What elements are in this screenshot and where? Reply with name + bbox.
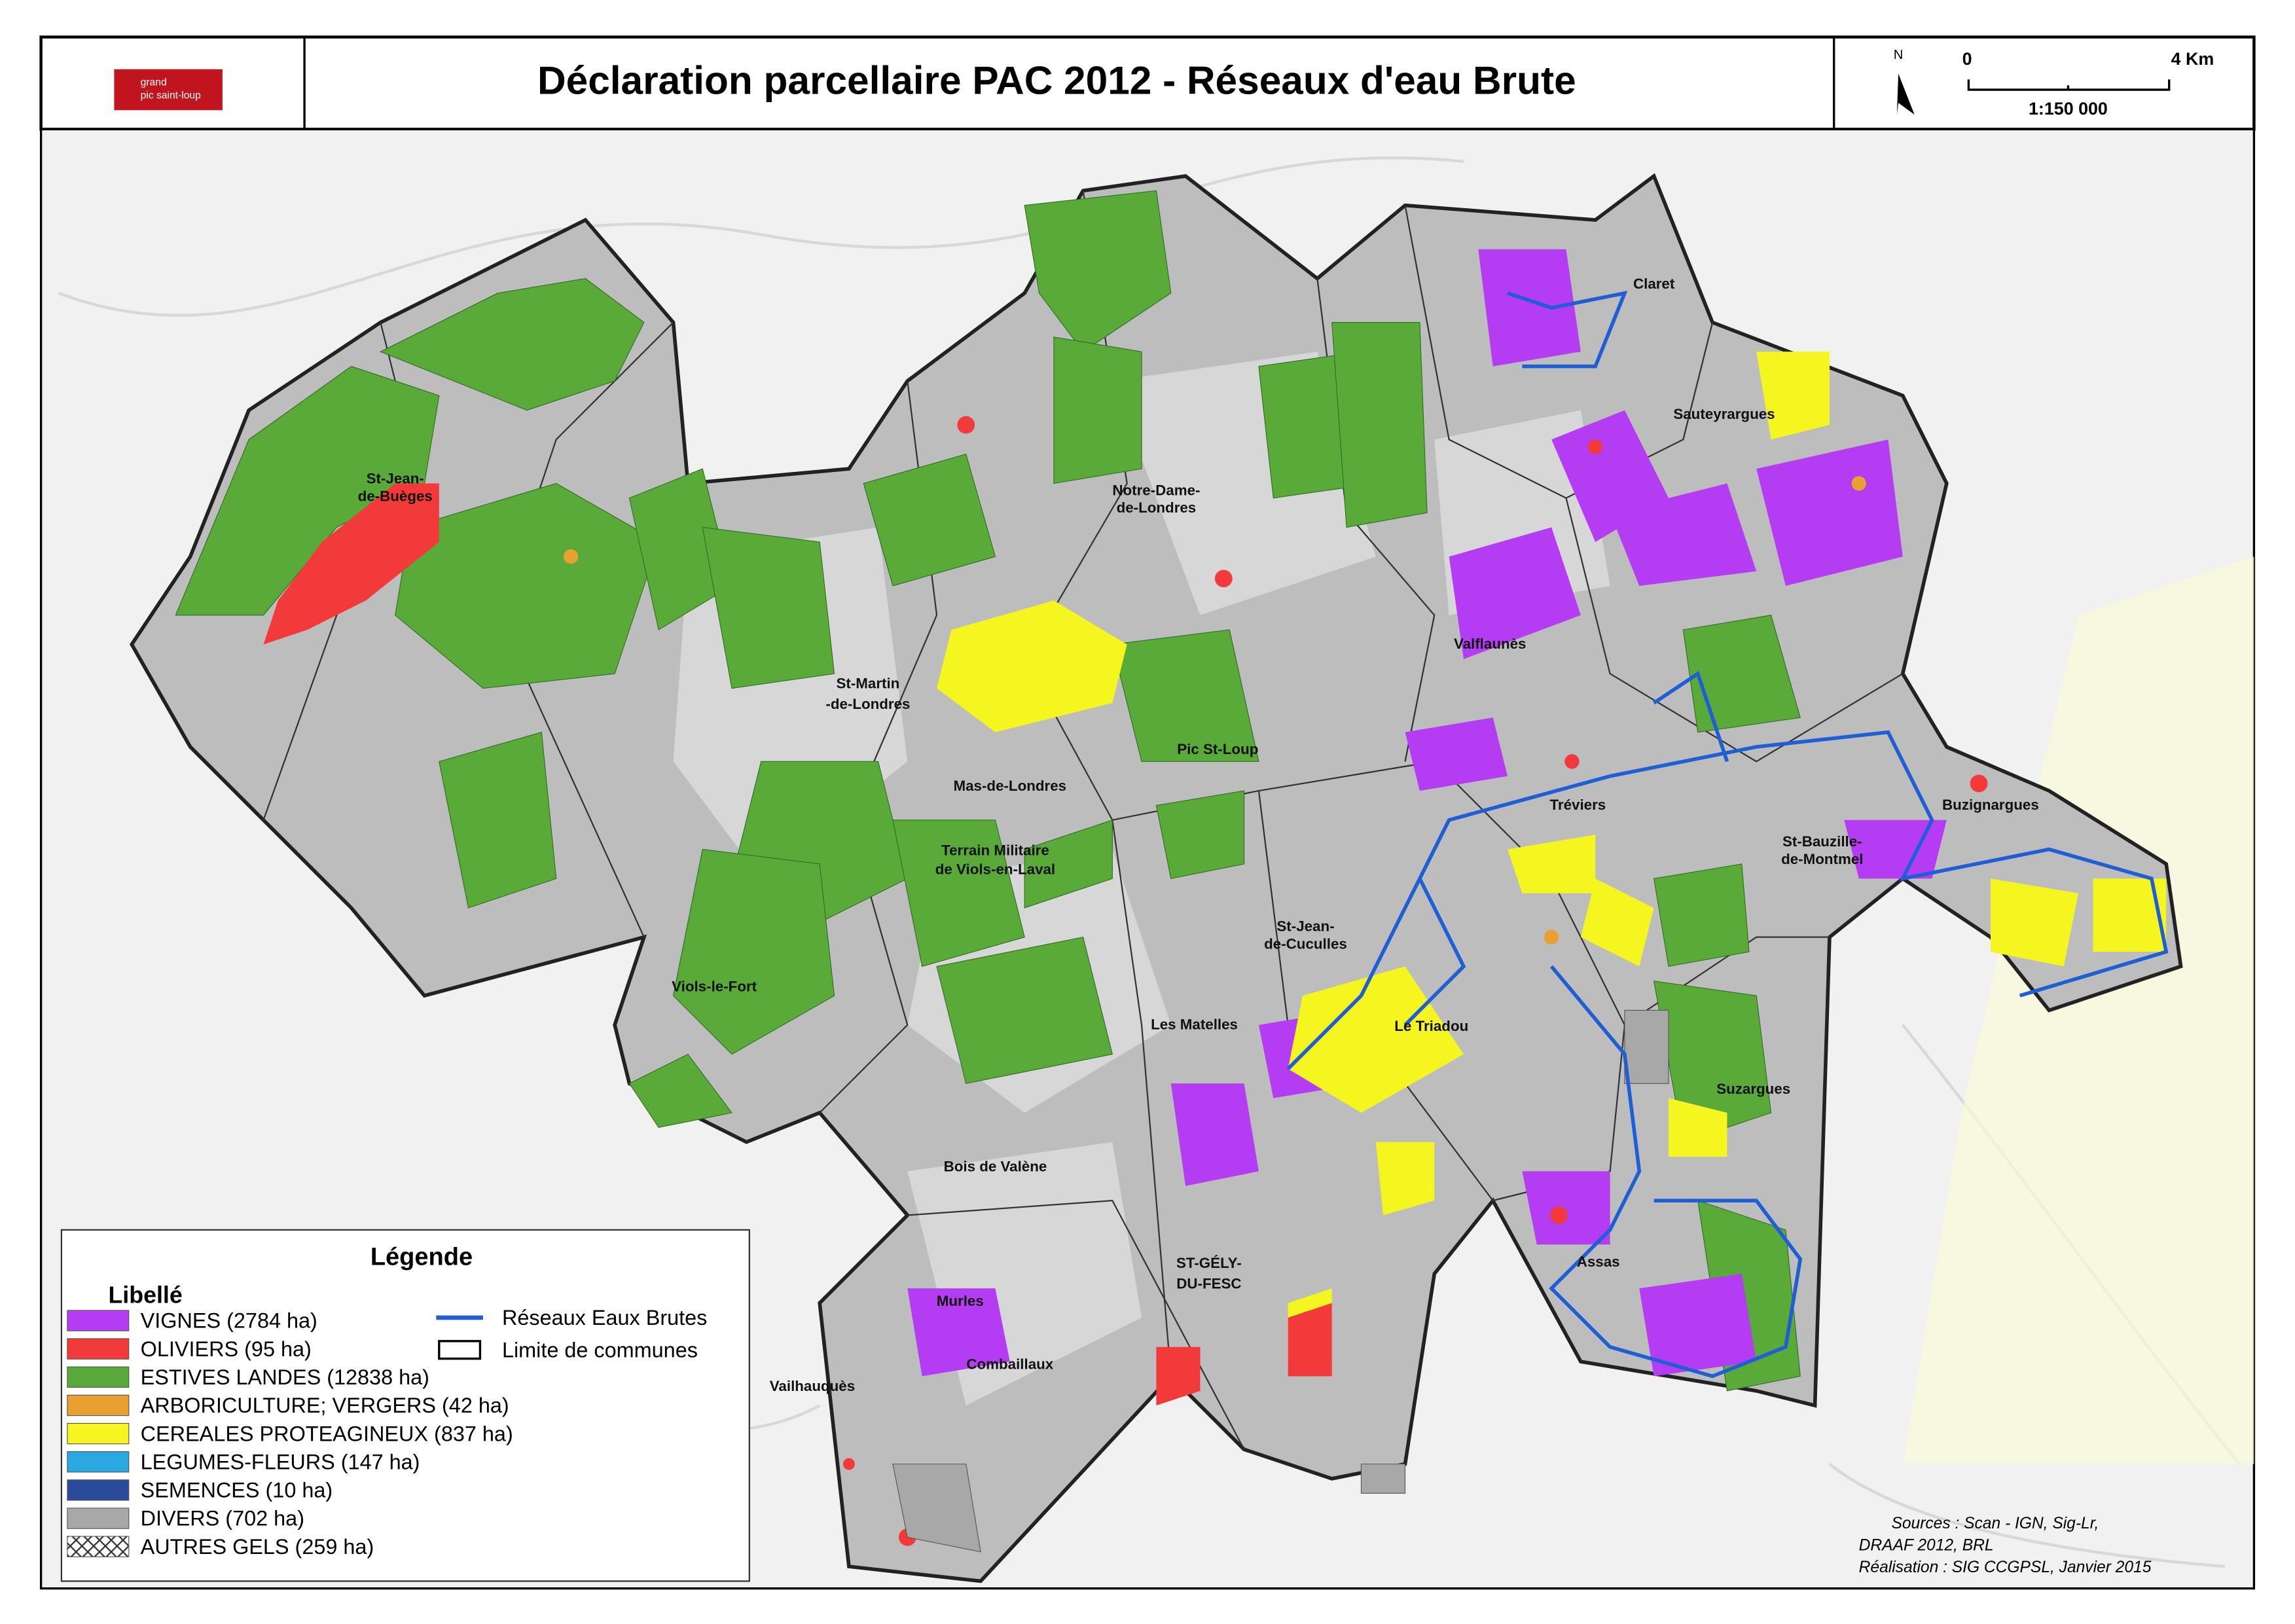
place-label: de-Buèges <box>358 488 433 504</box>
place-label: Tréviers <box>1550 797 1606 813</box>
place-label: de-Londres <box>1117 499 1197 516</box>
place-label: Assas <box>1577 1254 1620 1270</box>
place-label: Les Matelles <box>1151 1017 1238 1033</box>
logo-text: pic saint-loup <box>141 90 201 101</box>
place-label: Viols-le-Fort <box>672 978 757 994</box>
place-label: Murles <box>937 1293 984 1309</box>
legend-label: CEREALES PROTEAGINEUX (837 ha) <box>141 1422 513 1445</box>
outside-crops <box>1902 556 2254 1464</box>
header-frame <box>39 35 2256 131</box>
place-label: Pic St-Loup <box>1177 741 1258 757</box>
oliviers <box>263 416 1988 1546</box>
place-label: Suzargues <box>1716 1081 1790 1097</box>
place-label: St-Martin <box>837 676 900 692</box>
place-label: Buzignargues <box>1942 797 2039 813</box>
divers <box>892 1009 1669 1553</box>
legend-title: Légende <box>370 1244 473 1271</box>
scale-end: 4 Km <box>2171 49 2214 69</box>
place-label: St-Jean- <box>1276 918 1334 935</box>
legend-label: Réseaux Eaux Brutes <box>502 1306 707 1329</box>
place-label: Le Triadou <box>1394 1018 1468 1034</box>
place-label: ST-GÉLY- <box>1176 1255 1242 1271</box>
legend-swatch <box>67 1338 130 1360</box>
legend-label: OLIVIERS (95 ha) <box>141 1337 312 1361</box>
legend-label: VIGNES (2784 ha) <box>141 1309 317 1333</box>
north-arrow <box>1896 73 1915 115</box>
place-label: de Viols-en-Laval <box>935 861 1055 878</box>
scale-ratio: 1:150 000 <box>2029 99 2108 118</box>
legend-box <box>438 1340 482 1360</box>
legend-label: LEGUMES-FLEURS (147 ha) <box>141 1450 420 1473</box>
legend-swatch <box>67 1422 130 1445</box>
place-labels: St-Martin -de-Londres Les Matelles ST-GÉ… <box>358 276 2039 1394</box>
place-label: Valflaunès <box>1454 636 1527 652</box>
sources: Réalisation : SIG CCGPSL, Janvier 2015 <box>1859 1559 2152 1576</box>
logo <box>114 69 223 111</box>
legend-label: AUTRES GELS (259 ha) <box>141 1535 374 1559</box>
place-label: Vailhauquès <box>770 1378 855 1394</box>
legend-label: DIVERS (702 ha) <box>141 1507 304 1530</box>
place-label: DU-FESC <box>1176 1275 1241 1291</box>
place-label: de-Cuculles <box>1264 936 1347 952</box>
place-label: Notre-Dame- <box>1112 482 1200 498</box>
place-label: St-Bauzille- <box>1782 833 1862 850</box>
place-label: Sauteyrargues <box>1673 406 1775 422</box>
sources: DRAAF 2012, BRL <box>1859 1537 1994 1555</box>
north-label: N <box>1894 48 1904 62</box>
place-label: -de-Londres <box>825 696 910 712</box>
legend-label: SEMENCES (10 ha) <box>141 1479 333 1502</box>
legend-swatch <box>67 1536 130 1557</box>
place-label: Bois de Valène <box>944 1158 1047 1174</box>
place-label: Combaillaux <box>966 1356 1053 1372</box>
estives-landes <box>175 190 1801 1392</box>
legend-swatch <box>67 1479 130 1501</box>
scale-start: 0 <box>1962 49 1972 69</box>
legend-label: Limite de communes <box>502 1338 698 1362</box>
legend: Légende Libellé VIGNES (2784 ha) OLIVIERS… <box>60 1229 750 1582</box>
place-label: Terrain Militaire <box>941 842 1049 858</box>
legend-swatch <box>67 1394 130 1416</box>
scale-bar <box>1967 79 2171 91</box>
arboriculture <box>563 476 1866 945</box>
title: Déclaration parcellaire PAC 2012 - Résea… <box>537 58 1576 103</box>
sources: Sources : Scan - IGN, Sig-Lr, <box>1891 1515 2099 1532</box>
legend-swatch <box>67 1310 130 1331</box>
place-label: de-Montmel <box>1781 851 1863 867</box>
reseaux-eaux-brutes <box>1286 291 2169 1379</box>
logo-text: grand <box>141 77 167 88</box>
place-label: Claret <box>1633 276 1675 292</box>
legend-swatch <box>67 1366 130 1388</box>
legend-label: ARBORICULTURE; VERGERS (42 ha) <box>141 1394 509 1417</box>
legend-frame <box>60 1229 750 1582</box>
legend-swatch <box>67 1507 130 1529</box>
legend-swatch <box>67 1451 130 1473</box>
legend-label: ESTIVES LANDES (12838 ha) <box>141 1365 429 1389</box>
legend-subtitle: Libellé <box>108 1282 182 1308</box>
place-label: Mas-de-Londres <box>954 778 1067 794</box>
place-label: St-Jean- <box>367 471 424 487</box>
